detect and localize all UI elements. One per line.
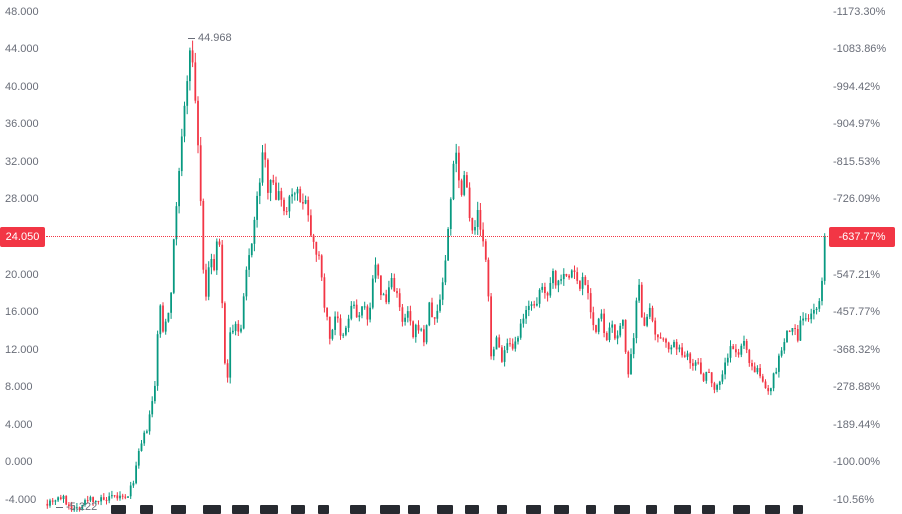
price-axis-label: 36.000 bbox=[5, 118, 39, 131]
x-axis-clipped-label bbox=[202, 505, 221, 514]
x-axis-clipped-label bbox=[350, 505, 366, 514]
peak-price-annotation: 44.968 bbox=[188, 32, 232, 44]
x-axis-clipped-label bbox=[585, 505, 596, 514]
low-price-annotation: -5.222 bbox=[56, 501, 97, 513]
x-axis-clipped-label bbox=[732, 505, 750, 514]
percent-axis-label: -547.21% bbox=[833, 268, 881, 281]
price-axis-label: 48.000 bbox=[5, 5, 39, 18]
x-axis-clipped-label bbox=[465, 505, 480, 514]
percent-axis-label: -278.88% bbox=[833, 381, 881, 394]
price-axis-label: 8.000 bbox=[5, 381, 33, 394]
annotation-marker-icon bbox=[56, 506, 63, 508]
x-axis-clipped-label bbox=[317, 505, 330, 514]
low-annotation-text: -5.222 bbox=[66, 501, 98, 513]
x-axis-clipped-label bbox=[259, 505, 278, 514]
x-axis-clipped-label bbox=[613, 505, 630, 514]
x-axis-clipped-label bbox=[674, 505, 692, 514]
price-axis-label: 12.000 bbox=[5, 343, 39, 356]
percent-axis-label: -1083.86% bbox=[833, 43, 887, 56]
percent-axis-label: -100.00% bbox=[833, 456, 881, 469]
x-axis-clipped-label bbox=[231, 505, 249, 514]
price-axis-label: 0.000 bbox=[5, 456, 33, 469]
x-axis-clipped-label bbox=[645, 505, 658, 514]
percent-axis-label: -368.32% bbox=[833, 343, 881, 356]
price-axis-label: 40.000 bbox=[5, 80, 39, 93]
price-axis-label: 20.000 bbox=[5, 268, 39, 281]
current-percent-badge: -637.77% bbox=[829, 227, 895, 247]
x-axis-clipped-label bbox=[764, 505, 780, 514]
x-axis-clipped-label bbox=[702, 505, 716, 514]
price-axis-label: 4.000 bbox=[5, 418, 33, 431]
annotation-marker-icon bbox=[188, 37, 195, 39]
current-price-line bbox=[46, 236, 828, 237]
x-axis-clipped-label bbox=[171, 505, 187, 514]
price-axis-label: 32.000 bbox=[5, 155, 39, 168]
x-axis-clipped-label bbox=[554, 505, 570, 514]
percent-axis-label: -457.77% bbox=[833, 306, 881, 319]
percent-axis-right[interactable]: -1173.30% -1083.86% -994.42% -904.97% -815.5… bbox=[828, 0, 902, 514]
x-axis-clipped-label bbox=[291, 505, 306, 514]
x-axis-clipped-label bbox=[379, 505, 400, 514]
x-axis-clipped-label bbox=[497, 505, 508, 514]
price-axis-label: 44.000 bbox=[5, 43, 39, 56]
percent-axis-label: -904.97% bbox=[833, 118, 881, 131]
percent-axis-label: -815.53% bbox=[833, 155, 881, 168]
price-axis-label: 28.000 bbox=[5, 193, 39, 206]
percent-axis-label: -994.42% bbox=[833, 80, 881, 93]
x-axis-clipped-label bbox=[139, 505, 153, 514]
x-axis-clipped-label bbox=[437, 505, 454, 514]
percent-axis-label: -189.44% bbox=[833, 418, 881, 431]
current-price-badge: 24.050 bbox=[0, 227, 45, 247]
percent-axis-label: -726.09% bbox=[833, 193, 881, 206]
peak-annotation-text: 44.968 bbox=[198, 32, 232, 44]
price-axis-label: 16.000 bbox=[5, 306, 39, 319]
x-axis-clipped-label bbox=[525, 505, 541, 514]
percent-axis-label: -1173.30% bbox=[833, 5, 886, 18]
price-axis-label: -4.000 bbox=[5, 493, 37, 506]
percent-axis-label: -10.56% bbox=[833, 493, 874, 506]
x-axis-clipped-label bbox=[407, 505, 421, 514]
x-axis-clipped-label bbox=[110, 505, 126, 514]
x-axis-clipped-label bbox=[792, 505, 804, 514]
price-axis-left[interactable]: 48.000 44.000 40.000 36.000 32.000 28.000 20.0… bbox=[0, 0, 46, 514]
